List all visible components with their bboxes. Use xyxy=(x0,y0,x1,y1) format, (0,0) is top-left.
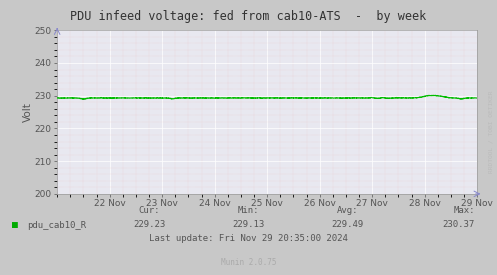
Text: PDU infeed voltage: fed from cab10-ATS  -  by week: PDU infeed voltage: fed from cab10-ATS -… xyxy=(71,10,426,23)
Text: 230.37: 230.37 xyxy=(442,220,475,229)
Y-axis label: Volt: Volt xyxy=(23,102,33,122)
Text: 229.23: 229.23 xyxy=(133,220,165,229)
Text: Min:: Min: xyxy=(238,206,259,215)
Text: RRDTOOL / TOBI OETIKER: RRDTOOL / TOBI OETIKER xyxy=(489,91,494,173)
Text: 229.49: 229.49 xyxy=(332,220,364,229)
Text: ■: ■ xyxy=(12,221,18,230)
Text: Munin 2.0.75: Munin 2.0.75 xyxy=(221,258,276,267)
Text: Avg:: Avg: xyxy=(337,206,359,215)
Text: Cur:: Cur: xyxy=(138,206,160,215)
Text: Max:: Max: xyxy=(453,206,475,215)
Text: pdu_cab10_R: pdu_cab10_R xyxy=(27,221,86,230)
Text: 229.13: 229.13 xyxy=(233,220,264,229)
Text: Last update: Fri Nov 29 20:35:00 2024: Last update: Fri Nov 29 20:35:00 2024 xyxy=(149,234,348,243)
